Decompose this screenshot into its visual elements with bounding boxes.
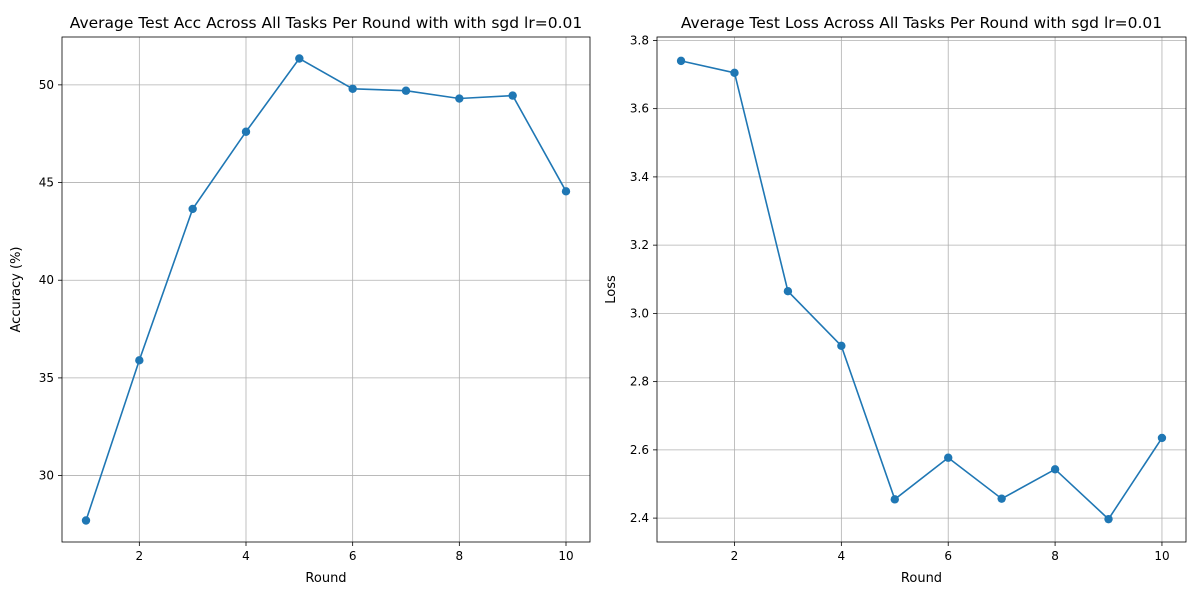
loss-data-point [1157, 433, 1167, 443]
loss-grid [657, 37, 1186, 542]
loss-data-point [944, 453, 953, 462]
accuracy-data-point [401, 86, 411, 95]
accuracy-y-tick-label: 45 [39, 176, 54, 190]
accuracy-x-tick-label: 2 [136, 549, 144, 563]
loss-x-tick-label: 2 [731, 549, 739, 563]
loss-y-tick-label: 3.8 [630, 33, 649, 47]
accuracy-data-point [455, 94, 464, 103]
accuracy-y-tick-label: 50 [39, 78, 54, 92]
accuracy-y-tick-label: 35 [39, 371, 54, 385]
loss-data-point [730, 68, 739, 78]
accuracy-data-point [348, 84, 357, 93]
accuracy-x-axis-label: Round [305, 571, 346, 586]
accuracy-data-point [508, 91, 517, 100]
loss-plot-frame [656, 36, 1187, 543]
loss-x-tick-label: 10 [1154, 549, 1169, 563]
accuracy-data-point [241, 127, 251, 136]
accuracy-data-point [188, 204, 197, 214]
loss-data-point [676, 56, 686, 66]
accuracy-plot-frame [61, 36, 591, 543]
accuracy-x-tick-label: 4 [242, 549, 250, 563]
loss-y-tick-label: 2.4 [630, 511, 649, 525]
loss-y-tick-label: 3.2 [630, 238, 649, 252]
loss-x-tick-label: 6 [944, 549, 952, 563]
loss-data-point [997, 494, 1006, 503]
loss-data-point [1050, 465, 1060, 474]
accuracy-x-tick-label: 6 [349, 549, 357, 563]
accuracy-chart-title: Average Test Acc Across All Tasks Per Ro… [70, 14, 582, 32]
accuracy-y-tick-label: 30 [39, 469, 54, 483]
loss-chart: Average Test Loss Across All Tasks Per R… [604, 14, 1187, 586]
loss-data-point [1104, 514, 1113, 524]
loss-data-point [837, 341, 846, 351]
accuracy-data-point [561, 187, 571, 196]
accuracy-grid [62, 37, 590, 542]
loss-chart-title: Average Test Loss Across All Tasks Per R… [681, 14, 1162, 32]
loss-data-point [783, 287, 793, 296]
loss-y-axis-label: Loss [604, 275, 619, 304]
accuracy-data-point [81, 516, 91, 525]
loss-y-tick-label: 2.8 [630, 375, 649, 389]
loss-y-tick-label: 3.4 [630, 170, 649, 184]
loss-x-tick-label: 4 [838, 549, 846, 563]
loss-y-tick-label: 3.6 [630, 102, 649, 116]
accuracy-x-tick-label: 8 [456, 549, 464, 563]
accuracy-chart: Average Test Acc Across All Tasks Per Ro… [9, 14, 591, 586]
loss-y-tick-label: 2.6 [630, 443, 649, 457]
accuracy-y-tick-label: 40 [39, 273, 54, 287]
loss-series-line [680, 60, 1163, 521]
accuracy-x-tick-label: 10 [558, 549, 573, 563]
loss-y-tick-label: 3.0 [630, 306, 649, 320]
accuracy-series-line [85, 57, 567, 521]
accuracy-data-point [295, 54, 304, 63]
loss-data-point [890, 495, 899, 504]
accuracy-y-axis-label: Accuracy (%) [9, 247, 24, 333]
loss-x-axis-label: Round [901, 571, 942, 586]
loss-x-tick-label: 8 [1051, 549, 1059, 563]
accuracy-data-point [135, 356, 144, 365]
